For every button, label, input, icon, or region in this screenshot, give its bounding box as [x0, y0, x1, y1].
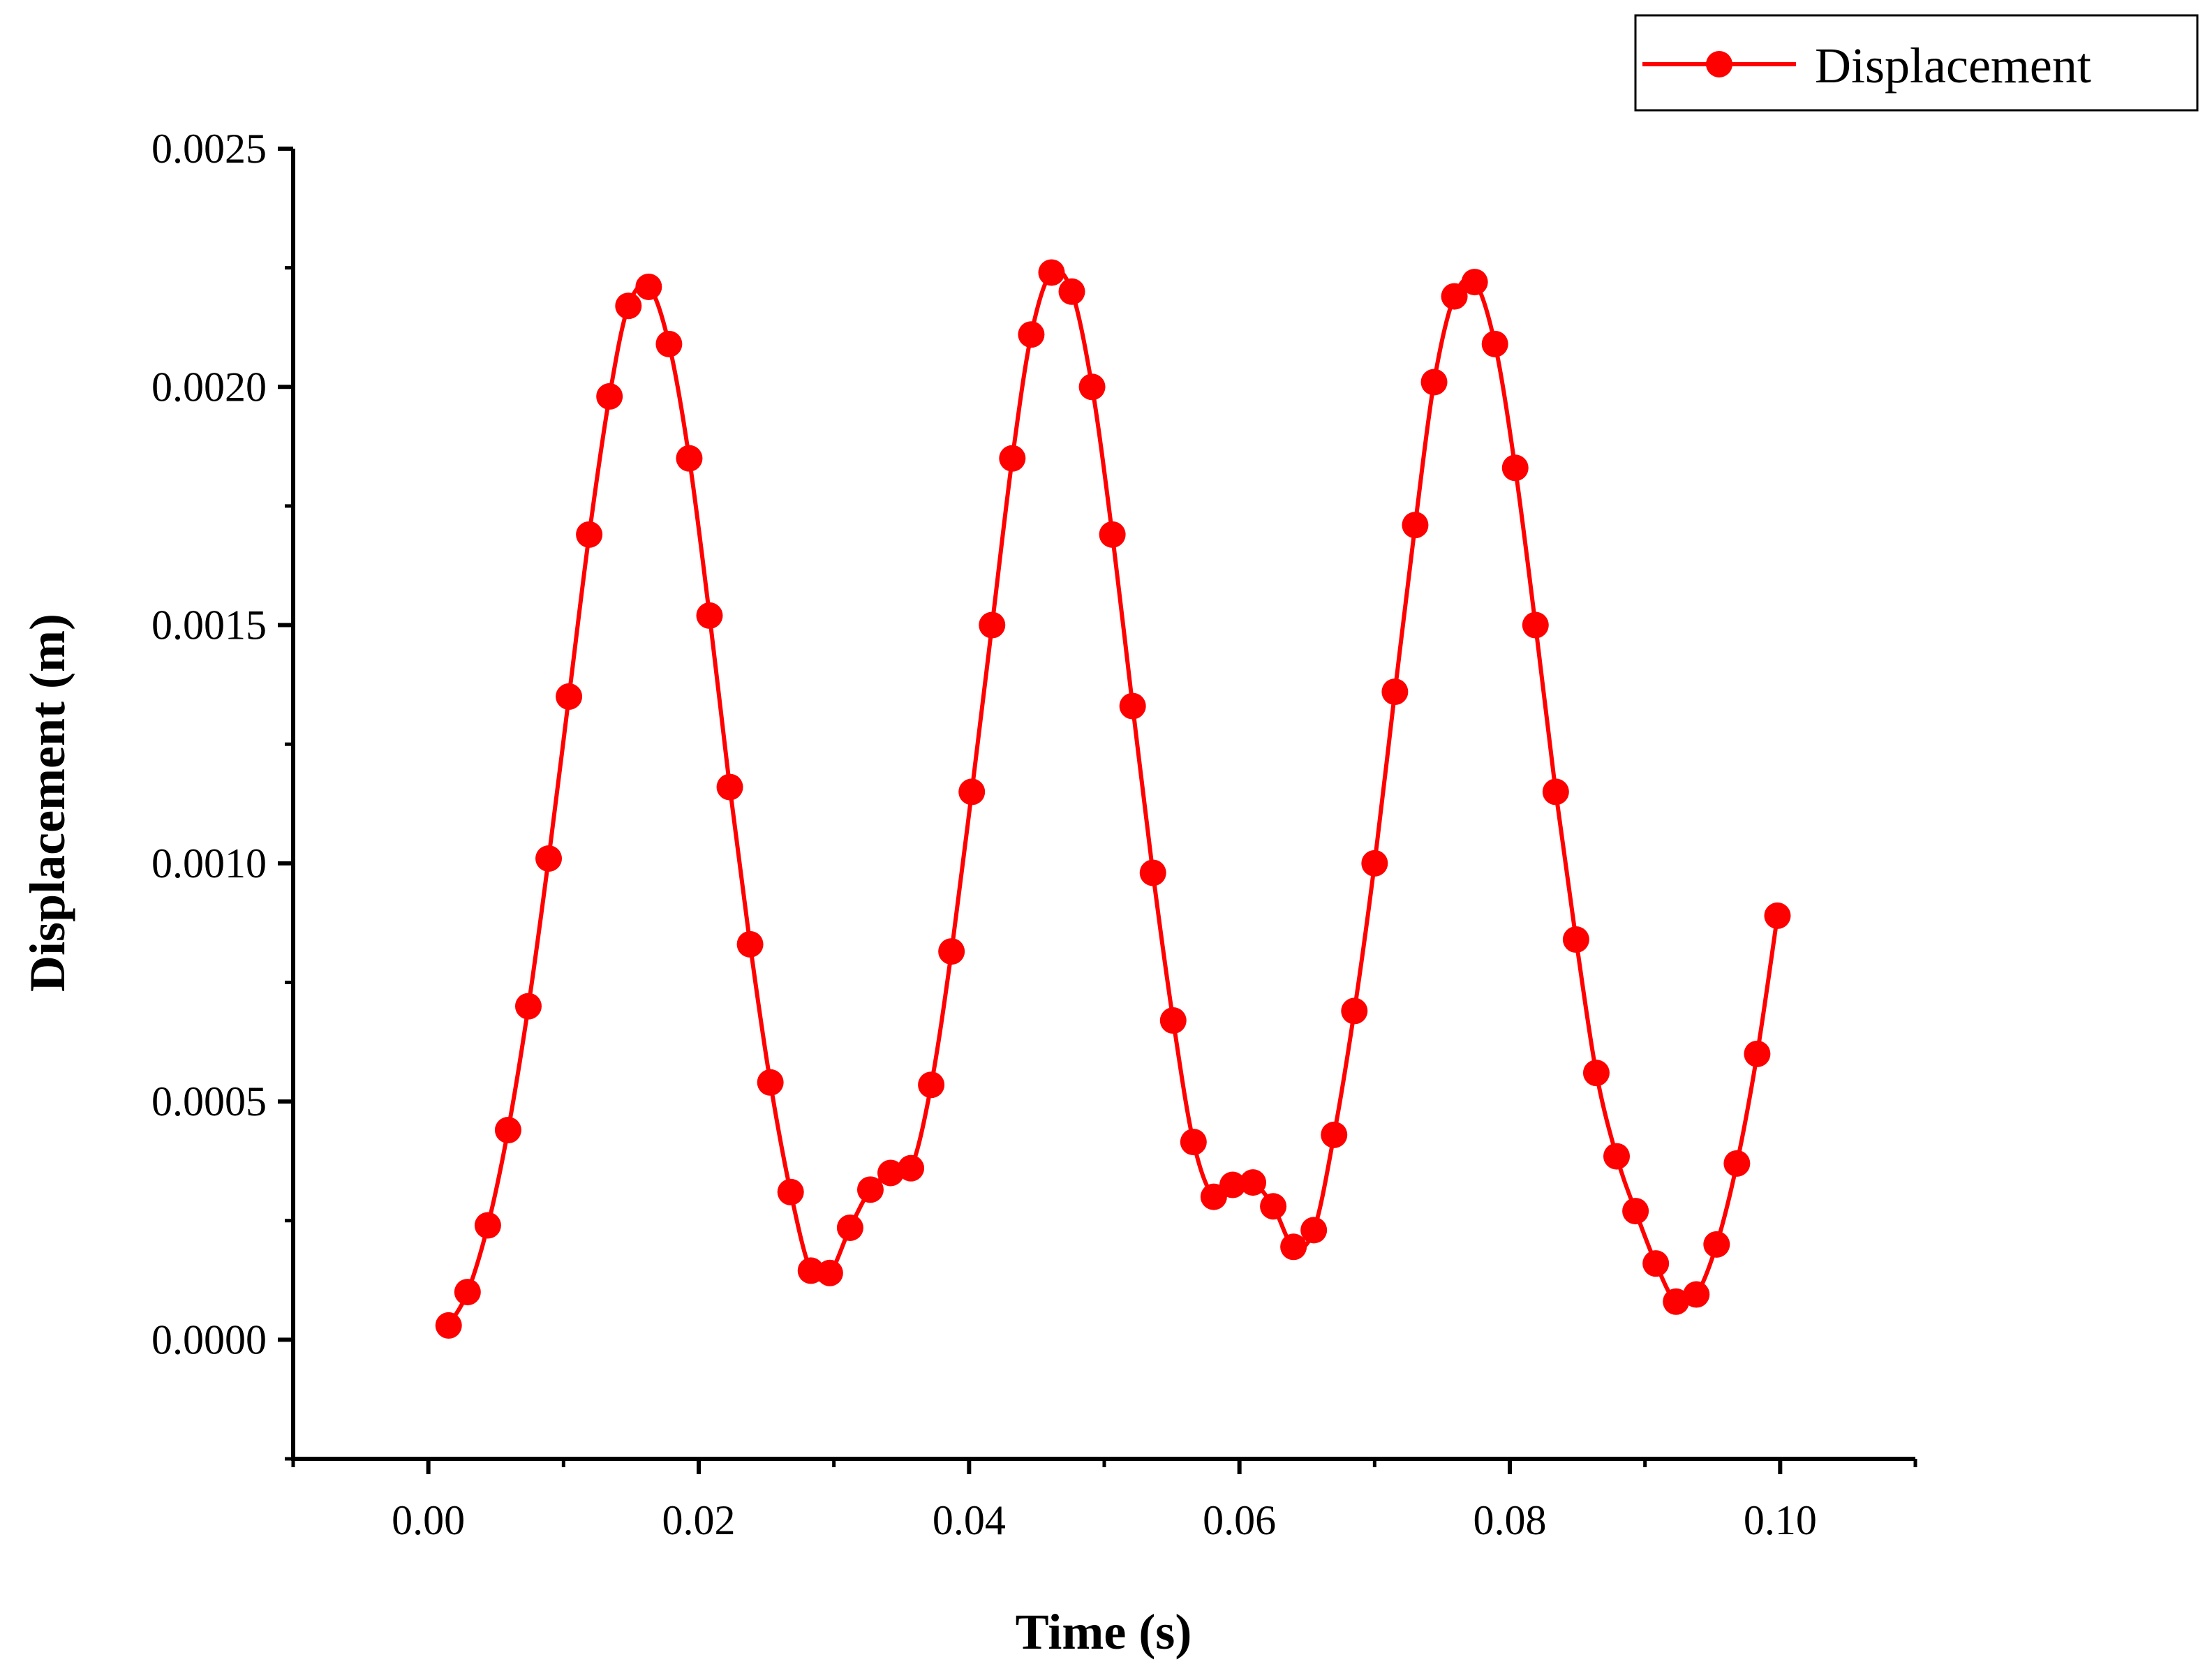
data-point — [1361, 849, 1388, 877]
data-point — [1240, 1169, 1267, 1196]
data-point — [898, 1154, 925, 1182]
data-point — [1663, 1288, 1690, 1315]
data-point — [736, 930, 764, 958]
legend-label-displacement: Displacement — [1815, 38, 2091, 94]
data-point — [655, 330, 683, 357]
data-point — [576, 521, 603, 548]
series-line-displacement — [447, 267, 1780, 1327]
data-point — [1381, 678, 1409, 706]
data-point — [556, 683, 583, 710]
data-point — [1683, 1281, 1710, 1308]
data-point — [1119, 692, 1146, 720]
data-point — [1461, 269, 1488, 296]
data-point — [1441, 283, 1468, 310]
y-tick-label: 0.0020 — [151, 364, 267, 410]
data-point — [1603, 1143, 1630, 1170]
data-point — [435, 1312, 462, 1339]
data-point — [777, 1178, 804, 1205]
data-point — [454, 1279, 481, 1306]
data-point — [999, 445, 1026, 472]
data-point — [1562, 926, 1589, 953]
data-point — [1300, 1217, 1328, 1244]
data-point — [596, 383, 623, 410]
data-point — [1723, 1150, 1751, 1177]
data-point — [1402, 512, 1429, 539]
data-point — [1703, 1231, 1730, 1258]
data-point — [1542, 778, 1569, 805]
data-point — [1622, 1198, 1649, 1225]
data-point — [474, 1212, 501, 1239]
data-point — [1522, 611, 1549, 639]
data-point — [1139, 859, 1166, 886]
data-point — [1501, 454, 1529, 482]
data-point — [635, 273, 662, 300]
x-tick-label: 0.02 — [662, 1497, 736, 1543]
data-point — [1099, 521, 1126, 548]
data-point — [615, 292, 642, 320]
x-tick-label: 0.00 — [392, 1497, 465, 1543]
x-axis-title: Time (s) — [1016, 1604, 1192, 1660]
data-point — [1744, 1040, 1771, 1067]
data-point — [918, 1071, 945, 1099]
data-point — [676, 445, 703, 472]
data-point — [1321, 1121, 1348, 1148]
data-point — [535, 845, 563, 872]
data-point — [1260, 1193, 1287, 1220]
data-point — [1200, 1183, 1227, 1210]
y-tick-label: 0.0015 — [151, 602, 267, 648]
y-axis-title: Displacement (m) — [20, 614, 75, 992]
data-point — [1280, 1233, 1307, 1261]
data-point — [1582, 1060, 1610, 1087]
x-tick-label: 0.08 — [1474, 1497, 1547, 1543]
y-tick-label: 0.0000 — [151, 1316, 267, 1363]
legend: Displacement — [1634, 14, 2199, 112]
data-point — [1764, 902, 1791, 929]
series-markers — [435, 259, 1791, 1339]
data-point — [514, 993, 542, 1020]
data-point — [1159, 1007, 1187, 1034]
x-tick-label: 0.10 — [1744, 1497, 1817, 1543]
data-point — [1642, 1250, 1670, 1277]
data-point — [1038, 259, 1065, 286]
data-point — [1058, 278, 1085, 305]
data-point — [1481, 330, 1508, 357]
data-point — [877, 1159, 905, 1187]
data-point — [836, 1214, 863, 1241]
data-point — [979, 611, 1006, 639]
data-point — [1180, 1129, 1207, 1156]
data-point — [1018, 321, 1045, 348]
x-ticks: 0.00 0.02 0.04 0.06 0.08 0.10 — [291, 1459, 1917, 1543]
data-point — [494, 1117, 521, 1144]
x-tick-label: 0.06 — [1203, 1497, 1276, 1543]
data-point — [938, 938, 965, 965]
data-point — [757, 1069, 784, 1096]
data-point — [816, 1259, 843, 1286]
data-point — [1219, 1171, 1246, 1198]
data-point — [1341, 997, 1368, 1025]
y-tick-label: 0.0010 — [151, 840, 267, 886]
legend-marker-swatch — [1706, 51, 1732, 77]
data-point — [856, 1176, 884, 1203]
x-tick-label: 0.04 — [933, 1497, 1006, 1543]
data-point — [1078, 373, 1106, 401]
data-point — [1420, 369, 1448, 396]
y-tick-label: 0.0025 — [151, 126, 267, 172]
data-point — [716, 773, 743, 801]
data-point — [696, 602, 723, 629]
y-tick-label: 0.0005 — [151, 1078, 267, 1124]
y-ticks: 0.0000 0.0005 0.0010 0.0015 0.0020 0.0025 — [151, 126, 293, 1461]
data-point — [958, 778, 986, 805]
